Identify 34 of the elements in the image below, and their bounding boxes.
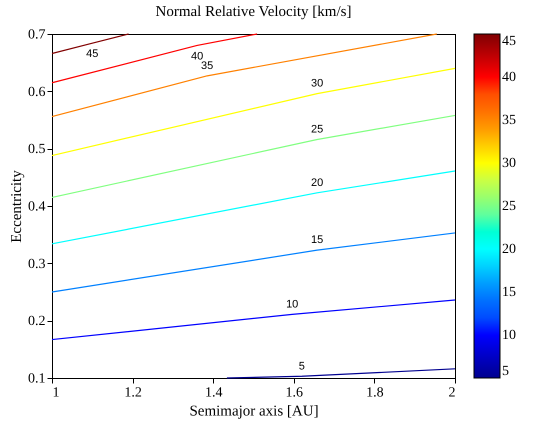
x-tick-label: 2 xyxy=(448,386,456,400)
series-label: 15 xyxy=(311,234,324,246)
series-label: 25 xyxy=(311,123,324,136)
y-tick-label: 0.7 xyxy=(28,28,46,42)
series-label: 10 xyxy=(286,298,298,310)
y-axis-title: Eccentricity xyxy=(9,170,25,243)
x-tick-label: 1.4 xyxy=(204,386,222,400)
color-bar-label: 20 xyxy=(502,242,516,257)
series-label: 20 xyxy=(311,176,324,189)
color-bar-label: 10 xyxy=(502,328,516,343)
color-bar-label: 30 xyxy=(502,156,516,171)
color-bar-label: 40 xyxy=(502,70,516,85)
y-tick-label: 0.5 xyxy=(28,142,46,158)
y-tick-label: 0.3 xyxy=(28,256,46,272)
x-tick-label: 1 xyxy=(52,386,60,400)
x-tick-label: 1.6 xyxy=(286,386,304,400)
color-bar-label: 25 xyxy=(502,199,516,214)
color-bar-label: 15 xyxy=(502,285,516,300)
chart-title: Normal Relative Velocity [km/s] xyxy=(156,4,352,20)
x-axis-title: Semimajor axis [AU] xyxy=(189,404,319,420)
series-label: 45 xyxy=(86,48,98,60)
color-bar-label: 5 xyxy=(502,364,509,379)
color-bar-label: 35 xyxy=(502,113,516,128)
y-tick-label: 0.6 xyxy=(28,84,46,100)
series-label: 35 xyxy=(201,60,214,72)
y-tick-label: 0.1 xyxy=(28,372,46,386)
y-tick-label: 0.2 xyxy=(28,314,46,330)
color-bar-label: 45 xyxy=(502,34,516,49)
x-tick-label: 1.2 xyxy=(124,386,142,400)
series-label: 5 xyxy=(298,360,305,372)
series-label: 40 xyxy=(190,50,204,62)
x-tick-label: 1.8 xyxy=(366,386,384,400)
y-tick-label: 0.4 xyxy=(28,200,46,214)
series-label: 30 xyxy=(311,78,324,90)
